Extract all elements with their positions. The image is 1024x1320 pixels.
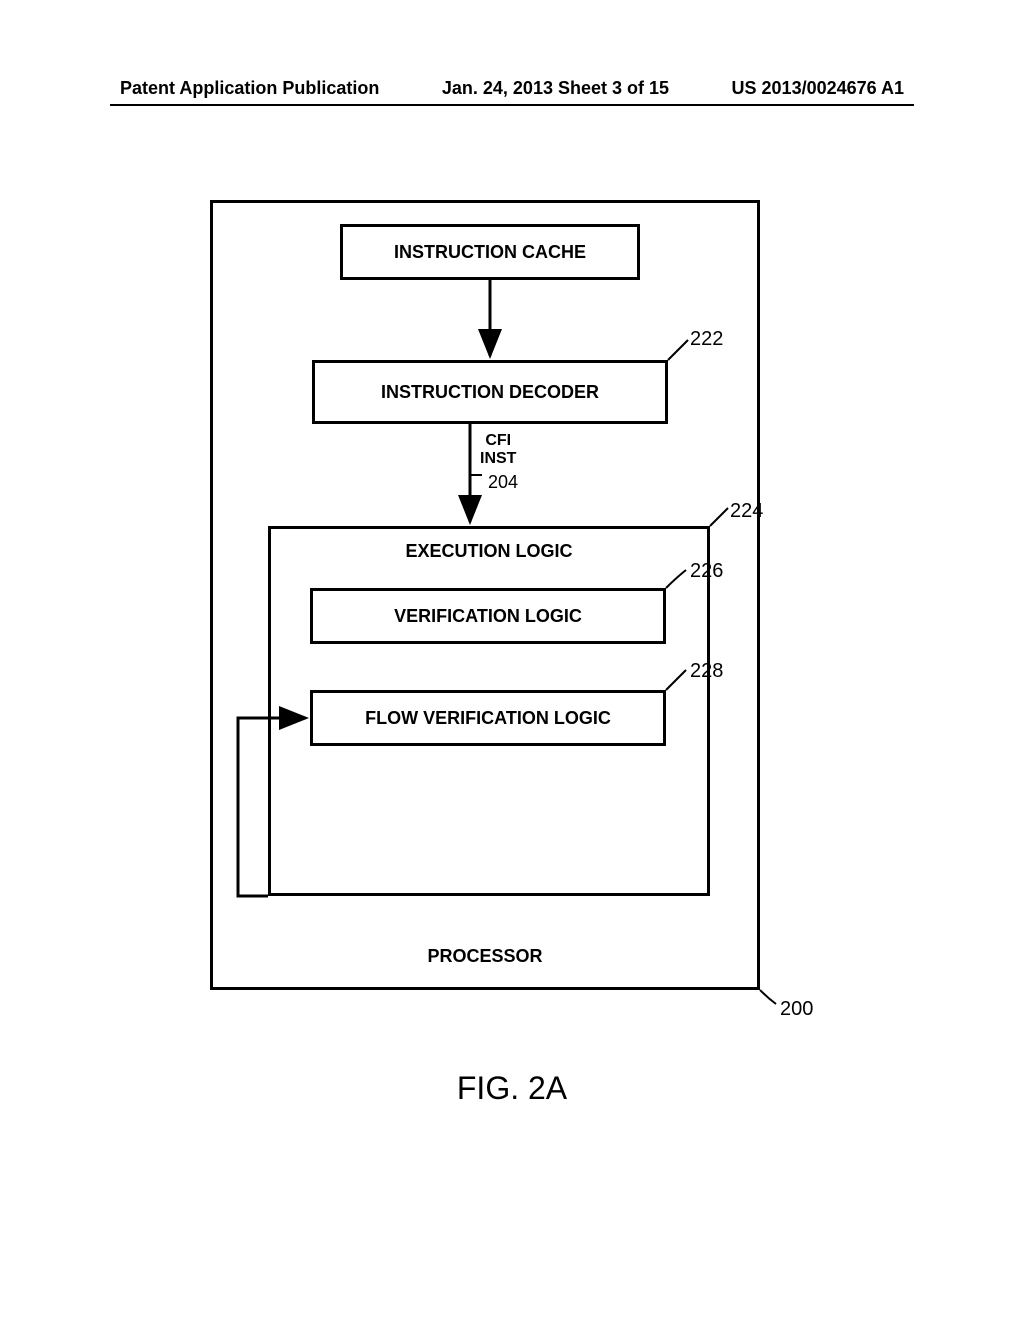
instruction-decoder-box: INSTRUCTION DECODER (312, 360, 668, 424)
cfi-inst-text: CFI INST (480, 432, 516, 467)
instruction-cache-label: INSTRUCTION CACHE (394, 242, 586, 263)
verification-logic-label: VERIFICATION LOGIC (394, 606, 582, 627)
flow-verification-logic-label: FLOW VERIFICATION LOGIC (365, 708, 611, 729)
page-root: Patent Application Publication Jan. 24, … (0, 0, 1024, 1320)
instruction-cache-box: INSTRUCTION CACHE (340, 224, 640, 280)
ref-226: 226 (690, 560, 723, 583)
page-header: Patent Application Publication Jan. 24, … (0, 78, 1024, 99)
ref-228: 228 (690, 660, 723, 683)
cfi-label-2: INST (480, 450, 516, 467)
instruction-decoder-label: INSTRUCTION DECODER (381, 382, 599, 403)
execution-logic-label: EXECUTION LOGIC (405, 541, 572, 562)
cfi-label-1: CFI (485, 432, 511, 449)
header-rule (110, 104, 914, 106)
ref-222: 222 (690, 328, 723, 351)
processor-label: PROCESSOR (427, 946, 542, 967)
flow-verification-logic-box: FLOW VERIFICATION LOGIC (310, 690, 666, 746)
figure-caption: FIG. 2A (0, 1070, 1024, 1107)
diagram: PROCESSOR INSTRUCTION CACHE INSTRUCTION … (210, 200, 810, 1030)
ref-200: 200 (780, 998, 813, 1021)
ref-204: 204 (488, 472, 518, 493)
verification-logic-box: VERIFICATION LOGIC (310, 588, 666, 644)
ref-224: 224 (730, 500, 763, 523)
header-left: Patent Application Publication (120, 78, 379, 99)
header-right: US 2013/0024676 A1 (732, 78, 904, 99)
header-center: Jan. 24, 2013 Sheet 3 of 15 (442, 78, 669, 99)
